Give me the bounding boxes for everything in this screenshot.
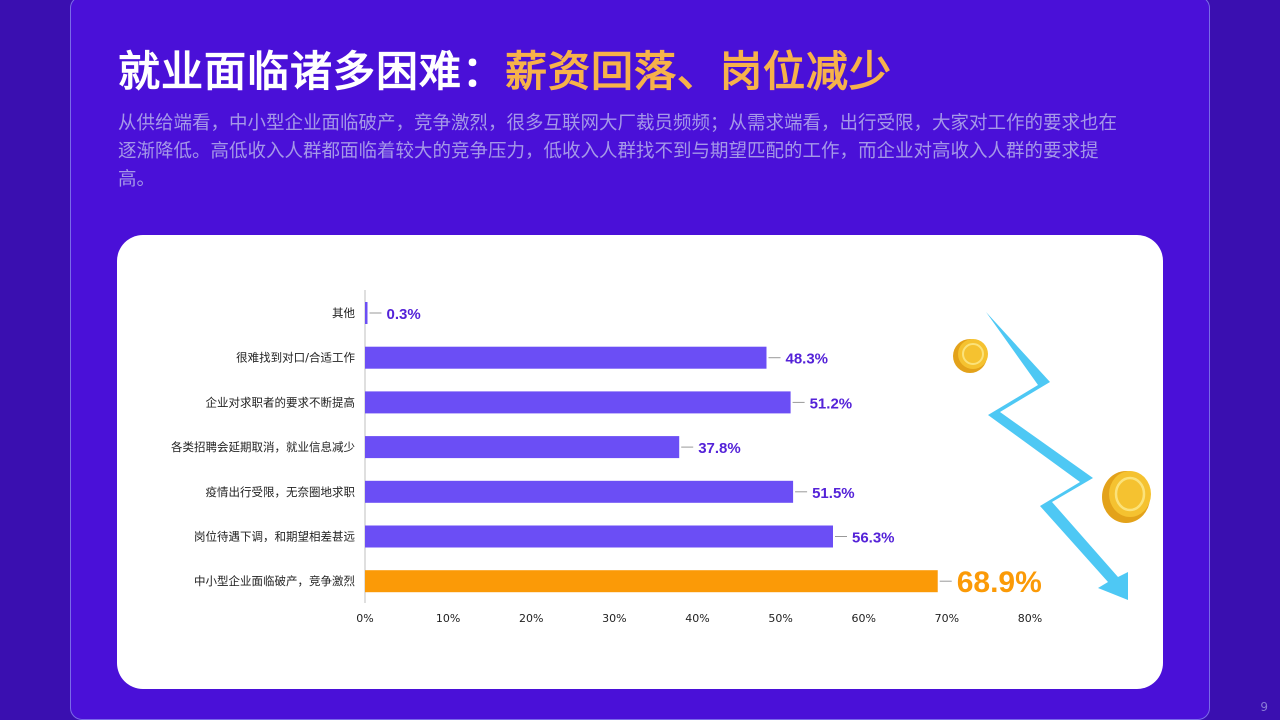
x-tick-label: 70%	[935, 612, 959, 625]
value-label: 68.9%	[957, 566, 1042, 599]
category-label: 企业对求职者的要求不断提高	[206, 395, 356, 409]
bars-group: 0.3% 48.3% 51.2% 37.8% 51.5% 56.3% 68.9%	[365, 302, 1042, 599]
x-tick-label: 40%	[685, 612, 709, 625]
coin-icon	[1102, 471, 1151, 523]
value-label: 51.2%	[810, 395, 853, 412]
bar	[365, 391, 791, 414]
x-tick-label: 0%	[356, 612, 373, 625]
value-label: 56.3%	[852, 530, 895, 547]
value-label: 37.8%	[698, 440, 741, 457]
bar	[365, 346, 767, 369]
category-label: 其他	[332, 306, 355, 320]
category-label: 中小型企业面临破产，竞争激烈	[194, 574, 355, 588]
bar	[365, 570, 938, 593]
value-label: 48.3%	[785, 351, 828, 368]
x-tick-label: 20%	[519, 612, 543, 625]
chart-card	[117, 235, 1163, 689]
axis-group: 0% 10% 20% 30% 40% 50% 60% 70% 80% 其他很难找到对口/合适工作企…	[171, 290, 1042, 625]
bar	[365, 525, 833, 548]
category-label: 各类招聘会延期取消，就业信息减少	[171, 440, 355, 454]
page-title: 就业面临诸多困难：薪资回落、岗位减少	[118, 38, 892, 99]
decor-group	[953, 312, 1151, 600]
title-highlight: 薪资回落、岗位减少	[505, 47, 893, 96]
category-label: 很难找到对口/合适工作	[236, 351, 355, 365]
bar	[365, 302, 368, 324]
x-tick-label: 10%	[436, 612, 460, 625]
bar	[365, 436, 680, 459]
page-subtitle: 从供给端看，中小型企业面临破产，竞争激烈，很多互联网大厂裁员频频；从需求端看，出…	[118, 113, 1118, 190]
title-main: 就业面临诸多困难：	[118, 47, 506, 96]
x-tick-label: 50%	[768, 612, 792, 625]
page-number: 9	[1260, 700, 1268, 714]
down-arrow-icon	[986, 312, 1128, 600]
value-label: 0.3%	[386, 306, 420, 323]
x-tick-label: 60%	[852, 612, 876, 625]
category-label: 疫情出行受限，无奈圈地求职	[206, 485, 356, 499]
bar	[365, 480, 794, 503]
category-label: 岗位待遇下调，和期望相差甚远	[194, 530, 355, 544]
coin-icon	[953, 339, 988, 373]
x-tick-label: 30%	[602, 612, 626, 625]
value-label: 51.5%	[812, 485, 855, 502]
x-tick-label: 80%	[1018, 612, 1042, 625]
